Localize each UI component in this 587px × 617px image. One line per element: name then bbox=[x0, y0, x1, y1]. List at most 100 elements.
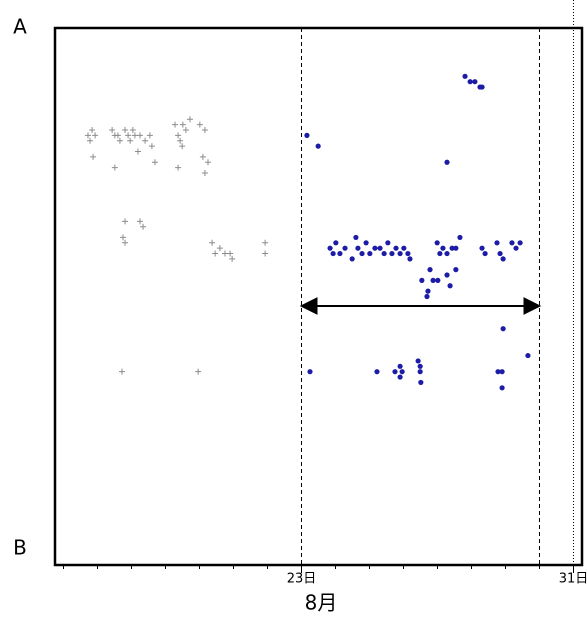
point bbox=[92, 132, 99, 139]
point bbox=[327, 245, 333, 251]
point bbox=[148, 143, 155, 150]
point bbox=[453, 267, 459, 273]
point bbox=[444, 272, 450, 278]
point bbox=[525, 352, 531, 359]
point bbox=[479, 245, 485, 251]
point bbox=[444, 159, 450, 165]
point bbox=[367, 250, 373, 257]
point bbox=[179, 121, 186, 128]
point bbox=[437, 250, 443, 257]
point bbox=[355, 245, 361, 251]
point bbox=[349, 256, 355, 262]
point bbox=[118, 368, 125, 375]
point bbox=[216, 245, 223, 252]
point bbox=[342, 245, 348, 251]
point bbox=[201, 127, 208, 134]
point bbox=[405, 250, 411, 257]
point bbox=[196, 121, 203, 128]
point bbox=[472, 79, 478, 85]
point bbox=[392, 369, 398, 375]
point bbox=[407, 256, 413, 262]
point bbox=[381, 250, 387, 257]
point bbox=[195, 368, 202, 375]
point bbox=[397, 363, 403, 369]
point bbox=[129, 127, 136, 134]
point bbox=[499, 369, 505, 375]
point bbox=[182, 127, 189, 134]
point bbox=[389, 250, 395, 257]
point bbox=[457, 234, 463, 241]
point bbox=[385, 240, 391, 246]
point bbox=[131, 132, 138, 139]
point bbox=[201, 169, 208, 176]
point bbox=[397, 250, 403, 257]
point bbox=[482, 250, 488, 257]
point bbox=[120, 234, 126, 241]
point bbox=[122, 218, 129, 225]
x-axis-label: 8月 bbox=[305, 591, 338, 615]
point bbox=[134, 148, 141, 155]
point bbox=[393, 245, 399, 251]
point bbox=[430, 277, 436, 283]
y-tick-label: B bbox=[13, 535, 27, 559]
point bbox=[447, 283, 453, 289]
point bbox=[500, 256, 506, 262]
point bbox=[434, 240, 440, 246]
point bbox=[497, 250, 503, 257]
point bbox=[399, 369, 405, 375]
x-tick-label: 31日 bbox=[559, 572, 587, 587]
point bbox=[453, 245, 459, 251]
point bbox=[122, 239, 129, 246]
point bbox=[333, 240, 339, 246]
point bbox=[177, 137, 184, 144]
point bbox=[137, 218, 143, 225]
point bbox=[172, 121, 179, 128]
point bbox=[109, 127, 116, 134]
plot-frame bbox=[53, 26, 584, 567]
point bbox=[179, 143, 186, 150]
point bbox=[513, 245, 519, 251]
point bbox=[509, 240, 515, 246]
point bbox=[449, 245, 455, 251]
point bbox=[140, 223, 147, 230]
point bbox=[227, 250, 234, 257]
point bbox=[418, 379, 424, 386]
point bbox=[435, 277, 441, 283]
point bbox=[377, 245, 383, 251]
point bbox=[462, 73, 468, 79]
point bbox=[500, 326, 506, 332]
point bbox=[122, 127, 129, 134]
x-tick-label: 23日 bbox=[287, 572, 317, 587]
point bbox=[372, 245, 378, 251]
point bbox=[111, 164, 118, 171]
point bbox=[262, 250, 269, 257]
point bbox=[424, 293, 430, 300]
point bbox=[222, 250, 228, 257]
point bbox=[425, 288, 431, 294]
point bbox=[84, 132, 91, 139]
point bbox=[499, 385, 505, 391]
point bbox=[417, 369, 423, 375]
point bbox=[209, 239, 216, 246]
point bbox=[304, 132, 310, 138]
point bbox=[90, 153, 97, 160]
point bbox=[397, 374, 403, 380]
point bbox=[151, 159, 158, 166]
point bbox=[116, 137, 123, 144]
point bbox=[440, 245, 446, 251]
point bbox=[199, 153, 206, 160]
point bbox=[137, 132, 143, 139]
point bbox=[494, 240, 500, 246]
point bbox=[127, 137, 134, 144]
point bbox=[363, 240, 369, 246]
point bbox=[186, 116, 193, 123]
point bbox=[401, 245, 407, 251]
point bbox=[517, 240, 523, 246]
point bbox=[337, 250, 343, 257]
point bbox=[114, 132, 121, 139]
point bbox=[212, 250, 219, 257]
point bbox=[307, 369, 313, 375]
point bbox=[125, 132, 132, 139]
point bbox=[444, 250, 450, 257]
